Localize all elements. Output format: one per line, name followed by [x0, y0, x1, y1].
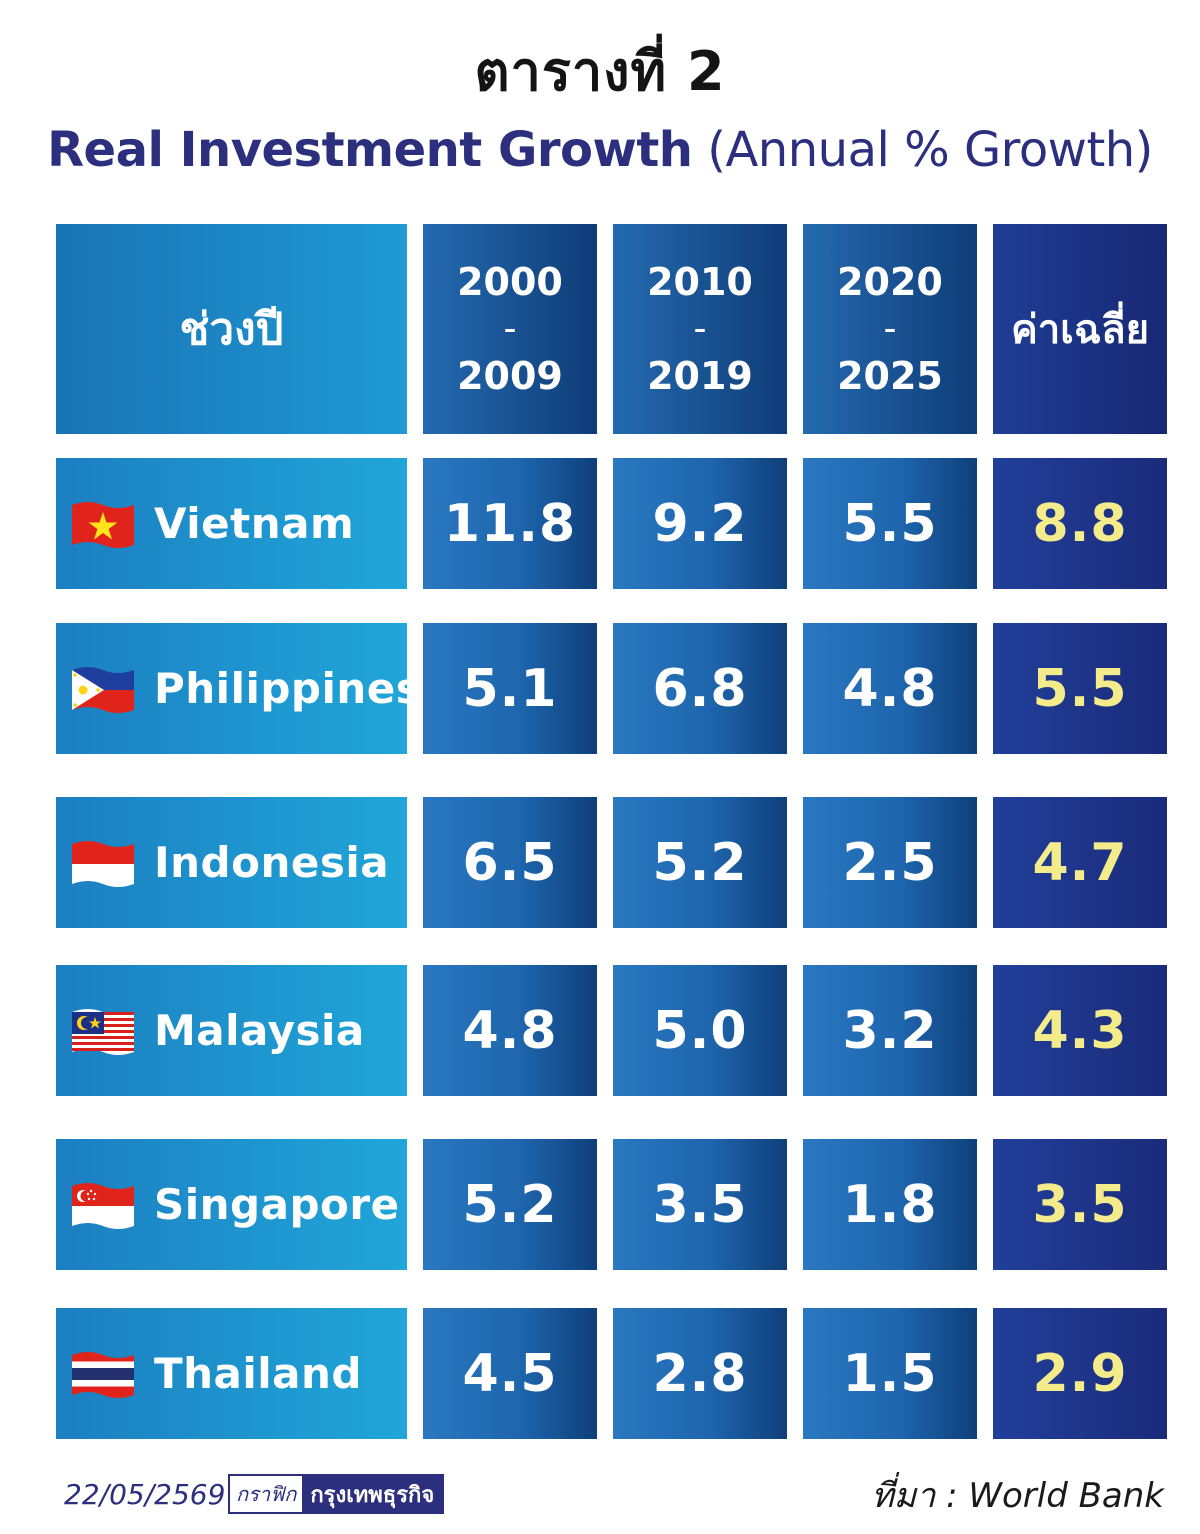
- subtitle-bold: Real Investment Growth: [47, 122, 693, 178]
- header-period-from: 2000: [457, 260, 563, 304]
- average-text: 8.8: [1032, 493, 1128, 554]
- philippines-flag-icon: [72, 666, 134, 713]
- value-text: 5.2: [652, 832, 748, 893]
- value-text: 2.8: [652, 1343, 748, 1404]
- value-text: 5.2: [462, 1174, 558, 1235]
- thailand-flag-icon: [72, 1351, 134, 1398]
- brand-logo: กราฟิก กรุงเทพธุรกิจ: [228, 1474, 445, 1514]
- value-text: 3.2: [842, 1000, 938, 1061]
- header-period-to: 2019: [647, 354, 753, 398]
- table-title: ตารางที่ 2: [474, 40, 726, 103]
- value-cell: 1.8: [803, 1139, 977, 1270]
- value-cell: 3.5: [613, 1139, 787, 1270]
- header-period-2000-2009: 2000 – 2009: [423, 224, 597, 434]
- value-cell: 6.8: [613, 623, 787, 754]
- header-period-label: ช่วงปี: [56, 224, 407, 434]
- header-period-2020-2025: 2020 – 2025: [803, 224, 977, 434]
- average-cell: 4.7: [993, 797, 1167, 928]
- value-cell: 3.2: [803, 965, 977, 1096]
- brand-logo-name: กรุงเทพธุรกิจ: [302, 1476, 443, 1512]
- average-text: 4.7: [1032, 832, 1128, 893]
- value-text: 3.5: [652, 1174, 748, 1235]
- value-cell: 11.8: [423, 458, 597, 589]
- value-cell: 4.8: [423, 965, 597, 1096]
- value-cell: 2.8: [613, 1308, 787, 1439]
- value-cell: 5.2: [423, 1139, 597, 1270]
- value-text: 6.5: [462, 832, 558, 893]
- malaysia-flag-icon: [72, 1008, 134, 1055]
- country-name: Malaysia: [154, 1006, 365, 1055]
- header-period-to: 2025: [837, 354, 943, 398]
- row-label-malaysia: Malaysia: [56, 965, 407, 1096]
- average-text: 3.5: [1032, 1174, 1128, 1235]
- value-cell: 9.2: [613, 458, 787, 589]
- value-text: 5.1: [462, 658, 558, 719]
- row-label-singapore: Singapore: [56, 1139, 407, 1270]
- header-average-text: ค่าเฉลี่ย: [1010, 307, 1150, 353]
- subtitle-units: (Annual % Growth): [707, 122, 1153, 178]
- indonesia-flag-icon: [72, 840, 134, 887]
- value-text: 2.5: [842, 832, 938, 893]
- row-label-vietnam: Vietnam: [56, 458, 407, 589]
- singapore-flag-icon: [72, 1182, 134, 1229]
- value-text: 4.5: [462, 1343, 558, 1404]
- value-text: 11.8: [443, 493, 577, 554]
- header-period-to: 2009: [457, 354, 563, 398]
- value-cell: 5.2: [613, 797, 787, 928]
- average-cell: 8.8: [993, 458, 1167, 589]
- header-period-dash: –: [504, 315, 516, 343]
- country-name: Singapore: [154, 1180, 400, 1229]
- row-label-indonesia: Indonesia: [56, 797, 407, 928]
- value-cell: 6.5: [423, 797, 597, 928]
- row-label-philippines: Philippines: [56, 623, 421, 754]
- country-name: Philippines: [154, 664, 422, 713]
- value-cell: 5.1: [423, 623, 597, 754]
- row-label-thailand: Thailand: [56, 1308, 407, 1439]
- header-period-from: 2010: [647, 260, 753, 304]
- value-text: 5.0: [652, 1000, 748, 1061]
- value-cell: 4.5: [423, 1308, 597, 1439]
- average-text: 4.3: [1032, 1000, 1128, 1061]
- source-note: ที่มา : World Bank: [871, 1476, 1164, 1516]
- country-name: Vietnam: [154, 499, 355, 548]
- header-period-dash: –: [694, 315, 706, 343]
- average-text: 5.5: [1032, 658, 1128, 719]
- header-period-label-text: ช่วงปี: [179, 304, 284, 355]
- value-cell: 1.5: [803, 1308, 977, 1439]
- value-text: 1.5: [842, 1343, 938, 1404]
- table-subtitle: Real Investment Growth (Annual % Growth): [0, 122, 1200, 178]
- value-text: 1.8: [842, 1174, 938, 1235]
- value-text: 9.2: [652, 493, 748, 554]
- country-name: Thailand: [154, 1349, 362, 1398]
- value-cell: 5.0: [613, 965, 787, 1096]
- average-cell: 4.3: [993, 965, 1167, 1096]
- header-period-dash: –: [884, 315, 896, 343]
- header-period-2010-2019: 2010 – 2019: [613, 224, 787, 434]
- value-text: 6.8: [652, 658, 748, 719]
- value-cell: 4.8: [803, 623, 977, 754]
- brand-logo-graphic: กราฟิก: [230, 1476, 303, 1512]
- value-text: 4.8: [462, 1000, 558, 1061]
- average-cell: 5.5: [993, 623, 1167, 754]
- value-text: 4.8: [842, 658, 938, 719]
- header-period-from: 2020: [837, 260, 943, 304]
- publish-date: 22/05/2569: [64, 1478, 226, 1511]
- average-text: 2.9: [1032, 1343, 1128, 1404]
- average-cell: 2.9: [993, 1308, 1167, 1439]
- average-cell: 3.5: [993, 1139, 1167, 1270]
- country-name: Indonesia: [154, 838, 390, 887]
- header-average: ค่าเฉลี่ย: [993, 224, 1167, 434]
- value-cell: 5.5: [803, 458, 977, 589]
- value-cell: 2.5: [803, 797, 977, 928]
- vietnam-flag-icon: [72, 501, 134, 548]
- value-text: 5.5: [842, 493, 938, 554]
